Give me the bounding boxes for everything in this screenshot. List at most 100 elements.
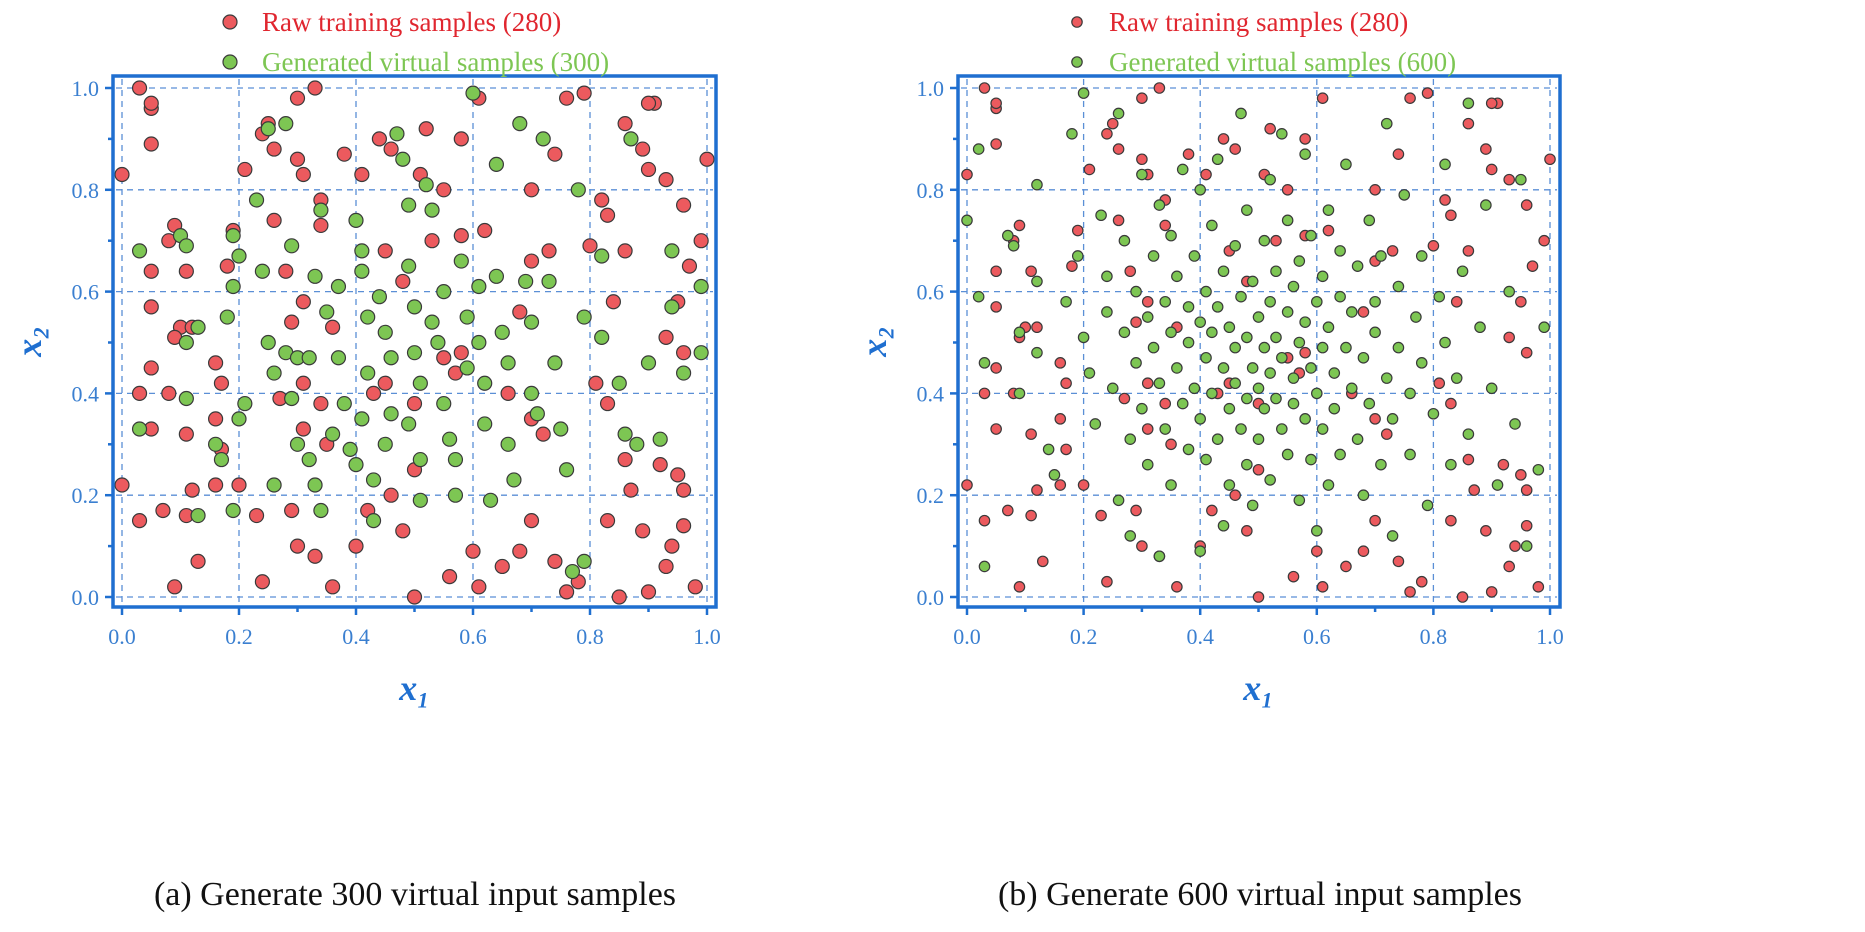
x-axis-label: x₁ [1242, 668, 1274, 708]
generated-sample-point [1106, 382, 1119, 395]
raw-sample-point [383, 487, 399, 503]
raw-sample-point [1217, 133, 1230, 145]
generated-sample-point [1305, 229, 1317, 242]
generated-sample-point [389, 126, 405, 142]
generated-sample-point [1013, 387, 1026, 400]
y-axis-label: x₂ [9, 326, 49, 358]
raw-sample-point [1013, 581, 1026, 593]
generated-sample-point [570, 182, 586, 198]
generated-sample-point [1404, 448, 1416, 461]
generated-sample-point [664, 243, 680, 259]
generated-sample-point [972, 143, 985, 155]
raw-sample-point [1515, 469, 1527, 481]
raw-sample-point [295, 421, 311, 437]
generated-sample-point [377, 436, 393, 452]
raw-sample-point [1404, 92, 1416, 104]
raw-sample-point [307, 548, 323, 564]
generated-sample-point [1445, 458, 1457, 471]
raw-sample-point [1503, 331, 1515, 344]
generated-sample-point [1217, 362, 1230, 374]
generated-sample-point [1281, 306, 1294, 318]
raw-sample-point [442, 569, 458, 585]
generated-sample-point [131, 243, 148, 259]
raw-sample-point [178, 263, 194, 279]
raw-sample-point [1445, 514, 1457, 527]
generated-sample-point [330, 350, 347, 366]
generated-sample-point [1421, 499, 1434, 512]
raw-sample-point [1241, 525, 1253, 537]
raw-sample-point [1421, 87, 1434, 99]
y-tick-label: 0.8 [72, 178, 100, 203]
raw-sample-point [266, 141, 282, 157]
generated-sample-point [1031, 275, 1043, 288]
raw-sample-point [313, 395, 329, 412]
generated-sample-point [1188, 250, 1201, 262]
generated-sample-point [1380, 117, 1393, 130]
generated-sample-point [453, 253, 469, 269]
raw-sample-point [143, 299, 159, 315]
series-raw [961, 82, 1556, 603]
raw-sample-point [248, 507, 265, 524]
legend-generated-marker [1071, 56, 1083, 68]
generated-sample-point [1223, 479, 1236, 491]
y-tick-label: 0.2 [917, 483, 945, 508]
series-generated [961, 87, 1550, 573]
generated-sample-point [225, 228, 241, 244]
generated-sample-point [365, 472, 382, 488]
generated-sample-point [348, 457, 364, 473]
raw-sample-point [1439, 194, 1451, 206]
raw-sample-point [436, 350, 452, 366]
raw-sample-point [990, 362, 1002, 374]
generated-sample-point [523, 314, 540, 330]
raw-sample-point [143, 360, 159, 376]
raw-sample-point [295, 294, 311, 310]
generated-sample-point [1415, 250, 1428, 262]
generated-sample-point [1322, 479, 1335, 491]
legend-raw-marker [1071, 16, 1083, 28]
generated-sample-point [1066, 128, 1078, 140]
generated-sample-point [406, 345, 423, 361]
x-tick-label: 0.8 [576, 624, 604, 649]
generated-sample-point [336, 395, 352, 412]
generated-sample-point [1118, 326, 1131, 339]
axes-frame [956, 74, 1562, 609]
y-tick-label: 0.6 [72, 280, 100, 305]
generated-sample-point [1101, 306, 1113, 318]
raw-sample-point [1509, 540, 1521, 552]
generated-sample-point [1334, 245, 1346, 257]
generated-sample-point [325, 426, 341, 442]
generated-sample-point [1357, 489, 1370, 501]
generated-sample-point [1276, 351, 1288, 364]
raw-sample-point [494, 558, 510, 575]
generated-sample-point [219, 309, 235, 325]
raw-sample-point [576, 85, 592, 101]
generated-sample-point [412, 451, 428, 468]
generated-sample-point [1007, 239, 1020, 252]
generated-sample-point [1456, 265, 1469, 278]
generated-sample-point [1345, 306, 1358, 318]
raw-sample-point [523, 513, 540, 529]
raw-sample-point [1141, 377, 1154, 390]
raw-sample-point [990, 265, 1002, 278]
generated-sample-point [371, 289, 387, 305]
generated-sample-point [436, 395, 452, 412]
generated-sample-point [1153, 199, 1166, 211]
y-tick-label: 0.0 [72, 585, 100, 610]
generated-sample-point [231, 411, 247, 427]
generated-sample-point [1112, 107, 1125, 120]
generated-sample-point [1182, 443, 1195, 456]
generated-sample-point [1077, 87, 1090, 99]
generated-sample-point [1223, 402, 1236, 415]
generated-sample-point [1334, 290, 1346, 303]
generated-sample-point [430, 334, 446, 351]
generated-sample-point [1136, 402, 1148, 415]
raw-sample-point [1025, 509, 1037, 522]
generated-sample-point [1305, 362, 1317, 374]
raw-sample-point [1316, 581, 1329, 593]
generated-sample-point [576, 553, 592, 569]
raw-sample-point [383, 141, 399, 157]
raw-sample-point [377, 243, 393, 259]
generated-sample-point [401, 416, 417, 432]
raw-sample-point [1066, 260, 1078, 272]
chart-panel-a: 0.0 0.2 0.4 0.6 0.8 1.0 0.0 0.2 0.4 0.6 0.8 1.0 x₁ x₂… [9, 7, 721, 913]
